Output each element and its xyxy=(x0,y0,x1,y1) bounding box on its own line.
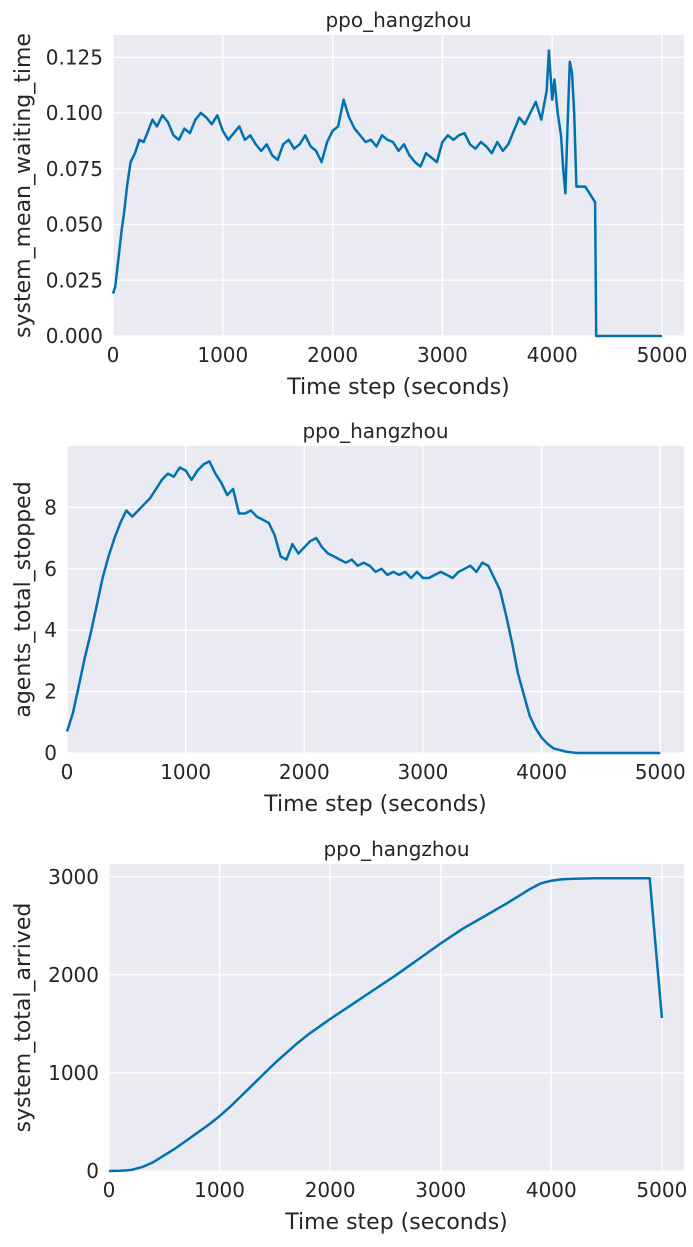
y-tick-label: 1000 xyxy=(48,1061,99,1085)
y-tick-label: 0.125 xyxy=(46,45,103,69)
y-tick-label: 0 xyxy=(86,1159,99,1183)
chart-panel-total-arrived: 0 1000 2000 3000 4000 5000 0 1000 2000 3000 ppo_… xyxy=(11,837,687,1235)
chart-panel-waiting-time: 0 1000 2000 3000 4000 5000 0.0000.0250.0500.0… xyxy=(11,8,687,400)
x-tick-labels: 0 1000 2000 3000 4000 5000 xyxy=(103,1178,688,1202)
y-tick-label: 0.050 xyxy=(46,213,103,237)
x-tick-label: 0 xyxy=(107,343,120,367)
y-tick-label: 0 xyxy=(44,741,57,765)
x-tick-label: 1000 xyxy=(160,760,211,784)
x-tick-label: 3000 xyxy=(398,760,449,784)
plot-area xyxy=(109,864,684,1171)
plot-area xyxy=(113,35,684,336)
y-tick-label: 2000 xyxy=(48,963,99,987)
y-tick-labels: 0.000 0.025 0.050 0.075 0.100 0.125 xyxy=(46,45,103,348)
gridlines xyxy=(112,35,684,337)
x-tick-label: 1000 xyxy=(194,1178,245,1202)
y-tick-labels: 0 1000 2000 3000 xyxy=(48,865,99,1183)
x-tick-label: 5000 xyxy=(637,343,688,367)
y-tick-label: 0.100 xyxy=(46,101,103,125)
chart-title: ppo_hangzhou xyxy=(302,419,448,443)
x-tick-labels: 0 1000 2000 3000 4000 5000 xyxy=(61,760,686,784)
y-tick-labels: 0 2 4 6 8 xyxy=(44,495,57,765)
series-line xyxy=(111,49,662,338)
x-tick-label: 2000 xyxy=(307,343,358,367)
y-axis-label: system_mean_waiting_time xyxy=(11,33,36,338)
y-tick-label: 3000 xyxy=(48,865,99,889)
y-axis-label: system_total_arrived xyxy=(11,903,36,1133)
x-tick-label: 0 xyxy=(103,1178,116,1202)
x-tick-label: 4000 xyxy=(516,760,567,784)
y-axis-label: agents_total_stopped xyxy=(11,481,36,717)
x-tick-label: 3000 xyxy=(415,1178,466,1202)
x-tick-label: 2000 xyxy=(305,1178,356,1202)
x-tick-label: 5000 xyxy=(635,760,686,784)
x-tick-label: 4000 xyxy=(527,343,578,367)
chart-title: ppo_hangzhou xyxy=(325,8,471,32)
series-line xyxy=(65,460,661,755)
y-tick-label: 0.025 xyxy=(46,268,103,292)
plot-area xyxy=(67,446,684,753)
x-tick-labels: 0 1000 2000 3000 4000 5000 xyxy=(107,343,688,367)
x-tick-label: 3000 xyxy=(417,343,468,367)
chart-panel-agents-stopped: 0 1000 2000 3000 4000 5000 0 2 4 6 8 ppo_hangzhou… xyxy=(11,419,686,817)
y-tick-label: 0.000 xyxy=(46,324,103,348)
x-tick-label: 0 xyxy=(61,760,74,784)
x-tick-label: 2000 xyxy=(279,760,330,784)
chart-title: ppo_hangzhou xyxy=(323,837,469,861)
x-tick-label: 5000 xyxy=(636,1178,687,1202)
y-tick-label: 4 xyxy=(44,618,57,642)
y-tick-label: 0.075 xyxy=(46,157,103,181)
x-tick-label: 1000 xyxy=(197,343,248,367)
y-tick-label: 6 xyxy=(44,557,57,581)
y-tick-label: 8 xyxy=(44,495,57,519)
y-tick-label: 2 xyxy=(44,680,57,704)
x-axis-label: Time step (seconds) xyxy=(284,1210,508,1235)
x-tick-label: 4000 xyxy=(526,1178,577,1202)
x-axis-label: Time step (seconds) xyxy=(263,792,487,817)
gridlines xyxy=(66,446,684,754)
x-axis-label: Time step (seconds) xyxy=(286,375,510,400)
series-line xyxy=(108,876,664,1173)
